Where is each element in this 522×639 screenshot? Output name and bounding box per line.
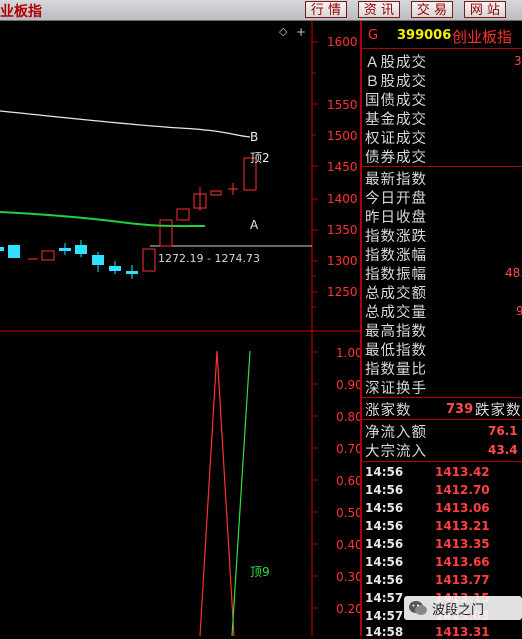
field-prev-close: 昨日收盘 [365,210,427,226]
price-tick-label: 1500 [327,129,358,143]
price-tick-label: 1450 [327,160,358,174]
rise-count-value: 739 [446,402,474,417]
label-top2: 顶2 [250,151,270,165]
value-volume: 9 [516,304,522,318]
ind-tick-label: 0.80 [336,410,360,424]
label-top9: 顶9 [250,565,270,579]
tab-website[interactable]: 网 站 [464,1,506,18]
tick-time: 14:56 [365,483,404,497]
fall-count-label: 跌家数 [475,403,522,419]
diamond-icon[interactable]: ◇ [279,25,288,38]
wechat-icon [409,601,427,615]
field-open: 今日开盘 [365,191,427,207]
tick-time: 14:57 [365,591,404,605]
tick-price: 1413.35 [435,537,490,551]
candles [0,157,257,279]
field-turnover: 总成交额 [365,286,427,302]
price-tick-label: 1250 [327,285,358,299]
ind-tick-label: 0.60 [336,474,360,488]
tick-time: 14:57 [365,609,404,623]
candle [243,157,257,191]
tick-price: 1413.77 [435,573,490,587]
field-volume: 总成交量 [365,305,427,321]
block-inflow-label: 大宗流入 [365,444,427,460]
price-tick-label: 1400 [327,192,358,206]
indicator-line-green [231,350,251,636]
field-bond: 国债成交 [365,93,427,109]
candle [8,245,20,258]
tick-price: 1413.21 [435,519,490,533]
rise-count-label: 涨家数 [365,403,412,419]
watermark: 波段之门 [404,596,522,620]
value-amplitude: 48. [505,266,522,280]
tab-market[interactable]: 行 情 [305,1,347,18]
panel-border [360,21,362,636]
ind-tick-label: 0.90 [336,378,360,392]
field-sz-turnover: 深证换手 [365,381,427,397]
ind-tick-label: 0.30 [336,570,360,584]
tick-time: 14:56 [365,573,404,587]
tick-price: 1413.06 [435,501,490,515]
value-a-share: 3 [514,54,522,68]
watermark-text: 波段之门 [432,603,485,618]
indicator-line-red [199,350,235,636]
field-low: 最低指数 [365,343,427,359]
label-a: A [250,218,259,232]
tick-time: 14:56 [365,501,404,515]
price-tick-label: 1600 [327,35,358,49]
ma-line-white [0,110,251,138]
field-volume-ratio: 指数量比 [365,362,427,378]
candle [41,250,55,261]
tick-price: 1413.42 [435,465,490,479]
net-inflow-label: 净流入额 [365,425,427,441]
field-warrant: 权证成交 [365,131,427,147]
field-fund: 基金成交 [365,112,427,128]
plus-icon[interactable]: + [296,25,306,39]
tab-trade[interactable]: 交 易 [411,1,453,18]
tick-time: 14:56 [365,537,404,551]
candle [176,208,190,221]
tick-time: 14:58 [365,625,404,639]
tick-time: 14:56 [365,519,404,533]
tick-time: 14:56 [365,465,404,479]
price-axis: 1600 1550 1500 1450 1400 1350 1300 1250 [312,35,358,308]
candle [210,190,222,196]
field-change: 指数涨跌 [365,229,427,245]
quote-name[interactable]: 创业板指 [452,28,513,46]
title-bar: 业板指 行 情 资 讯 交 易 网 站 [0,0,522,21]
tick-price: 1412.70 [435,483,490,497]
tab-news[interactable]: 资 讯 [358,1,400,18]
block-inflow-value: 43.4 [488,443,518,457]
candle [159,219,173,247]
range-label: 1272.19 - 1274.73 [158,252,260,265]
label-b: B [250,130,258,144]
tick-price: 1413.31 [435,625,490,639]
price-tick-label: 1350 [327,223,358,237]
field-high: 最高指数 [365,324,427,340]
ind-tick-label: 0.50 [336,506,360,520]
ma-line-green [0,211,206,228]
ind-tick-label: 1.00 [336,346,360,360]
field-latest: 最新指数 [365,172,427,188]
price-tick-label: 1550 [327,98,358,112]
quote-code: 399006 [397,28,452,43]
kline-chart[interactable]: ◇ + 1600 1550 1500 1450 1400 1350 1300 1… [0,21,360,636]
field-change-pct: 指数涨幅 [365,248,427,264]
tick-price: 1413.66 [435,555,490,569]
price-tick-label: 1300 [327,254,358,268]
window-title: 业板指 [0,4,42,20]
indicator-axis: 1.00 0.90 0.80 0.70 0.60 0.50 0.40 0.30 … [312,346,360,616]
ind-tick-label: 0.70 [336,442,360,456]
ind-tick-label: 0.40 [336,538,360,552]
net-inflow-value: 76.1 [488,424,518,438]
field-amplitude: 指数振幅 [365,267,427,283]
candle [142,248,156,272]
tick-time: 14:56 [365,555,404,569]
field-debt: 债券成交 [365,150,427,166]
quote-flag: G [368,28,379,43]
ind-tick-label: 0.20 [336,602,360,616]
field-a-share: Ａ股成交 [365,55,427,71]
field-b-share: Ｂ股成交 [365,74,427,90]
